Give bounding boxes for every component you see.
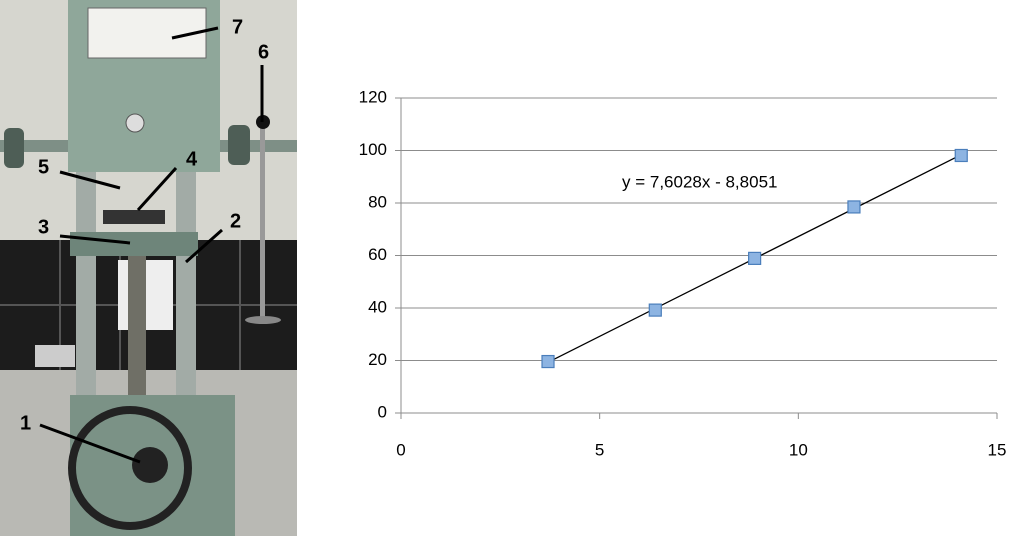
- trendline-label: y = 7,6028x - 8,8051: [622, 172, 777, 191]
- point: [848, 201, 860, 213]
- y-tick-label: 20: [368, 350, 387, 369]
- knob-left: [4, 128, 24, 168]
- y-tick-label: 0: [378, 402, 387, 421]
- photo-label: 4: [186, 148, 198, 170]
- column-left: [76, 172, 96, 402]
- photo-label: 3: [38, 216, 49, 238]
- photo-label: 2: [230, 210, 241, 232]
- rod-6: [260, 120, 265, 320]
- point: [542, 356, 554, 368]
- column-right: [176, 172, 196, 402]
- chart: 0 20 40 60 80 100 120 0 5 10 15 y = 7,6028x - 8,805…: [359, 87, 1007, 459]
- gauge-screw: [126, 114, 144, 132]
- page: {"photo": {"labels": ["7", "6", "5", "4"…: [0, 0, 1014, 536]
- y-tick-label: 100: [359, 140, 387, 159]
- x-tick-label: 5: [595, 440, 604, 459]
- knob-right: [228, 125, 250, 165]
- photo-label: 7: [232, 16, 243, 38]
- hub: [132, 447, 168, 483]
- y-tick-label: 40: [368, 297, 387, 316]
- y-tick-label: 60: [368, 245, 387, 264]
- x-tick-label: 15: [988, 440, 1007, 459]
- y-tick-label: 120: [359, 87, 387, 106]
- plate: [35, 345, 75, 367]
- figure: 7 6 5 4 3 2 1 020406080100120051015y = 7…: [0, 0, 1014, 536]
- disc-6: [245, 316, 281, 324]
- crossbar: [70, 232, 198, 256]
- y-tick-label: 80: [368, 192, 387, 211]
- screw: [128, 256, 146, 396]
- photo-label: 1: [20, 412, 31, 434]
- x-tick-label: 0: [396, 440, 405, 459]
- photo: 7 6 5 4 3 2 1: [0, 0, 297, 536]
- point: [649, 304, 661, 316]
- point: [955, 149, 967, 161]
- photo-label: 6: [258, 41, 269, 63]
- x-tick-label: 10: [789, 440, 808, 459]
- point: [749, 252, 761, 264]
- spring-plate: [103, 210, 165, 224]
- photo-label: 5: [38, 156, 49, 178]
